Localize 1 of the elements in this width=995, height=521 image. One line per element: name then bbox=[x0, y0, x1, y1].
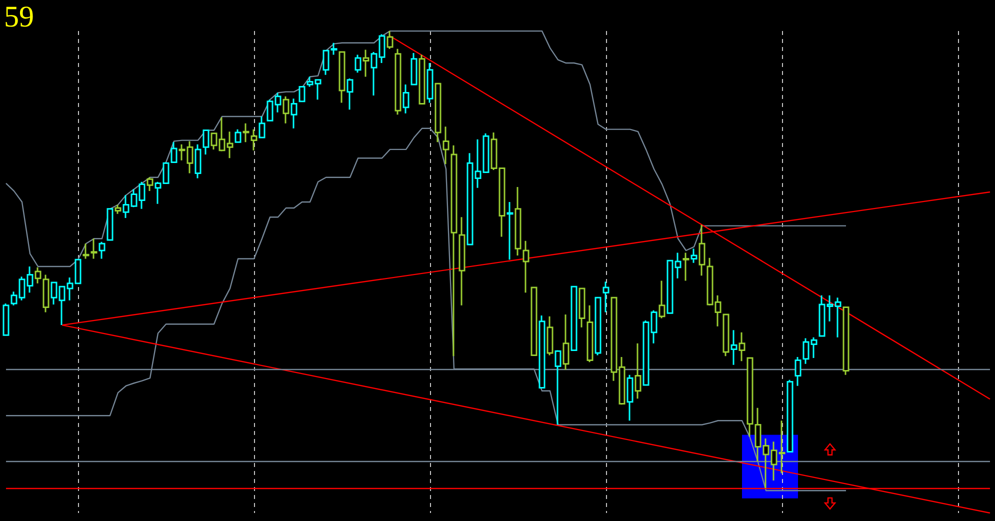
annotation: 59 bbox=[4, 0, 34, 34]
